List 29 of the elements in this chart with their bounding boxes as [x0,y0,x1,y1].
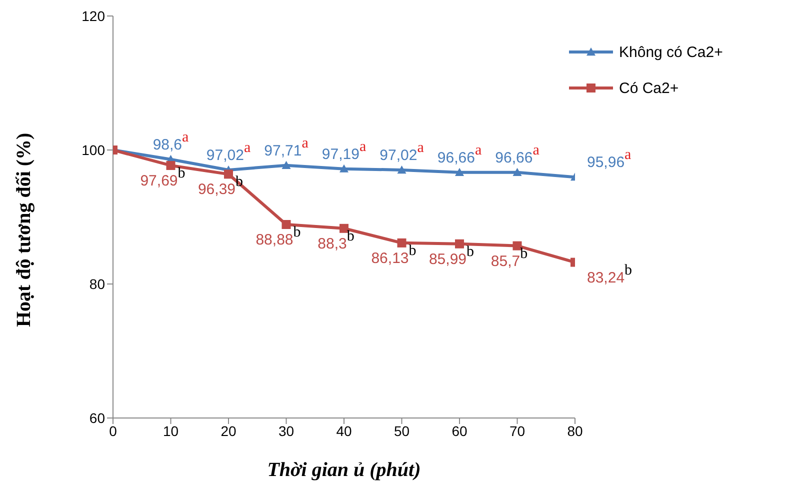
point [455,239,464,248]
point [282,220,291,230]
point [512,168,522,176]
legend-label: Không có Ca2+ [619,44,724,61]
x-tick-label: 50 [394,422,410,439]
x-tick-label: 70 [509,422,526,439]
y-tick-label: 100 [82,142,106,158]
x-axis-title: Thời gian ủ (phút) [267,459,421,481]
point [340,224,348,233]
y-axis-title: Hoạt độ tương đối (%) [13,132,36,327]
point [282,160,291,169]
x-tick-label: 60 [452,422,468,439]
point [397,238,406,248]
point [224,170,233,179]
x-tick-label: 20 [220,422,236,439]
x-tick-label: 80 [567,422,583,439]
x-tick-label: 10 [162,422,179,439]
y-tick-label: 80 [89,276,106,292]
y-tick-label: 60 [89,410,106,426]
point [340,164,348,172]
point [455,168,464,176]
x-tick-label: 40 [336,422,352,439]
x-tick-label: 30 [278,422,294,439]
point [512,241,522,250]
x-tick-label: 0 [109,422,118,439]
y-tick-label: 120 [82,8,106,24]
point [166,160,176,170]
legend-label: Có Ca2+ [619,80,679,97]
point [397,165,406,174]
